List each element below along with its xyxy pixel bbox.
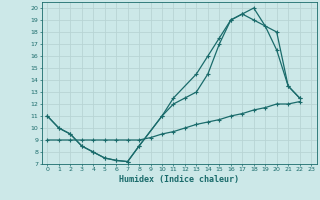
X-axis label: Humidex (Indice chaleur): Humidex (Indice chaleur) xyxy=(119,175,239,184)
